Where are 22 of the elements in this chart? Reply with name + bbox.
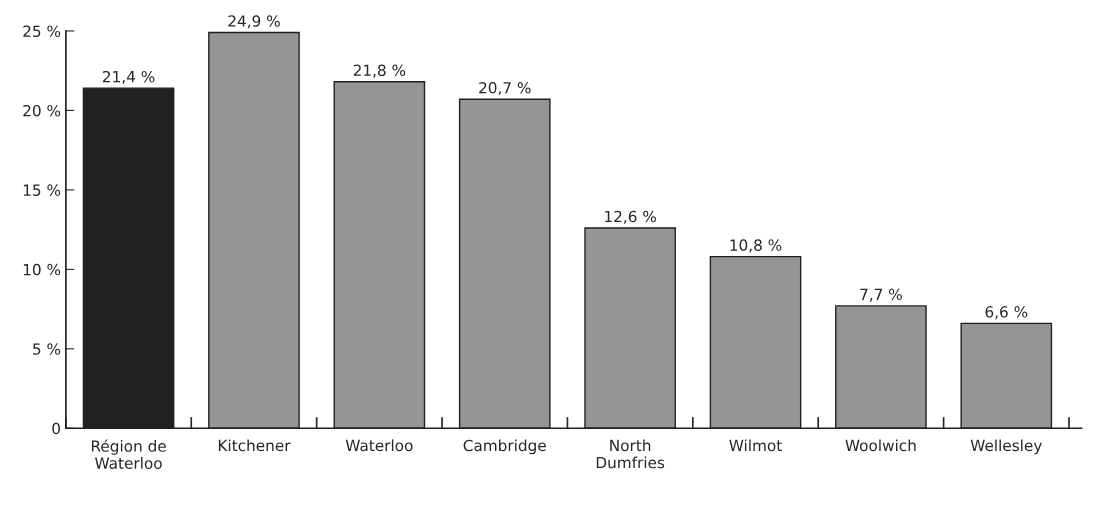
y-tick-label: 10 % [23, 263, 61, 276]
y-tick-label: 15 % [23, 184, 61, 196]
data-label: 6,6 % [985, 306, 1028, 320]
x-tick-label: Woolwich [845, 439, 916, 452]
data-label: 12,6 % [605, 210, 656, 224]
y-tick-label: 20 % [23, 104, 61, 117]
x-tick-label: Kitchener [218, 439, 291, 452]
y-tick-label: 25 % [23, 25, 61, 37]
data-label: 20,7 % [479, 82, 531, 96]
data-label: 21,4 % [103, 70, 155, 84]
data-label: 7,7 % [860, 288, 902, 302]
x-tick-label: Wellesley [970, 439, 1042, 455]
y-tick-label: 0 [52, 422, 60, 435]
data-label: 21,8 % [353, 64, 406, 78]
x-tick-label: Région de Waterloo [91, 439, 166, 469]
x-tick-label: Waterloo [345, 439, 413, 452]
data-label: 24,9 % [228, 15, 280, 29]
x-tick-label: North Dumfries [596, 439, 665, 469]
x-tick-label: Wilmot [729, 439, 782, 452]
x-tick-label: Cambridge [463, 439, 546, 455]
y-tick-label: 5 % [33, 343, 61, 355]
data-label: 10,8 % [730, 239, 782, 253]
